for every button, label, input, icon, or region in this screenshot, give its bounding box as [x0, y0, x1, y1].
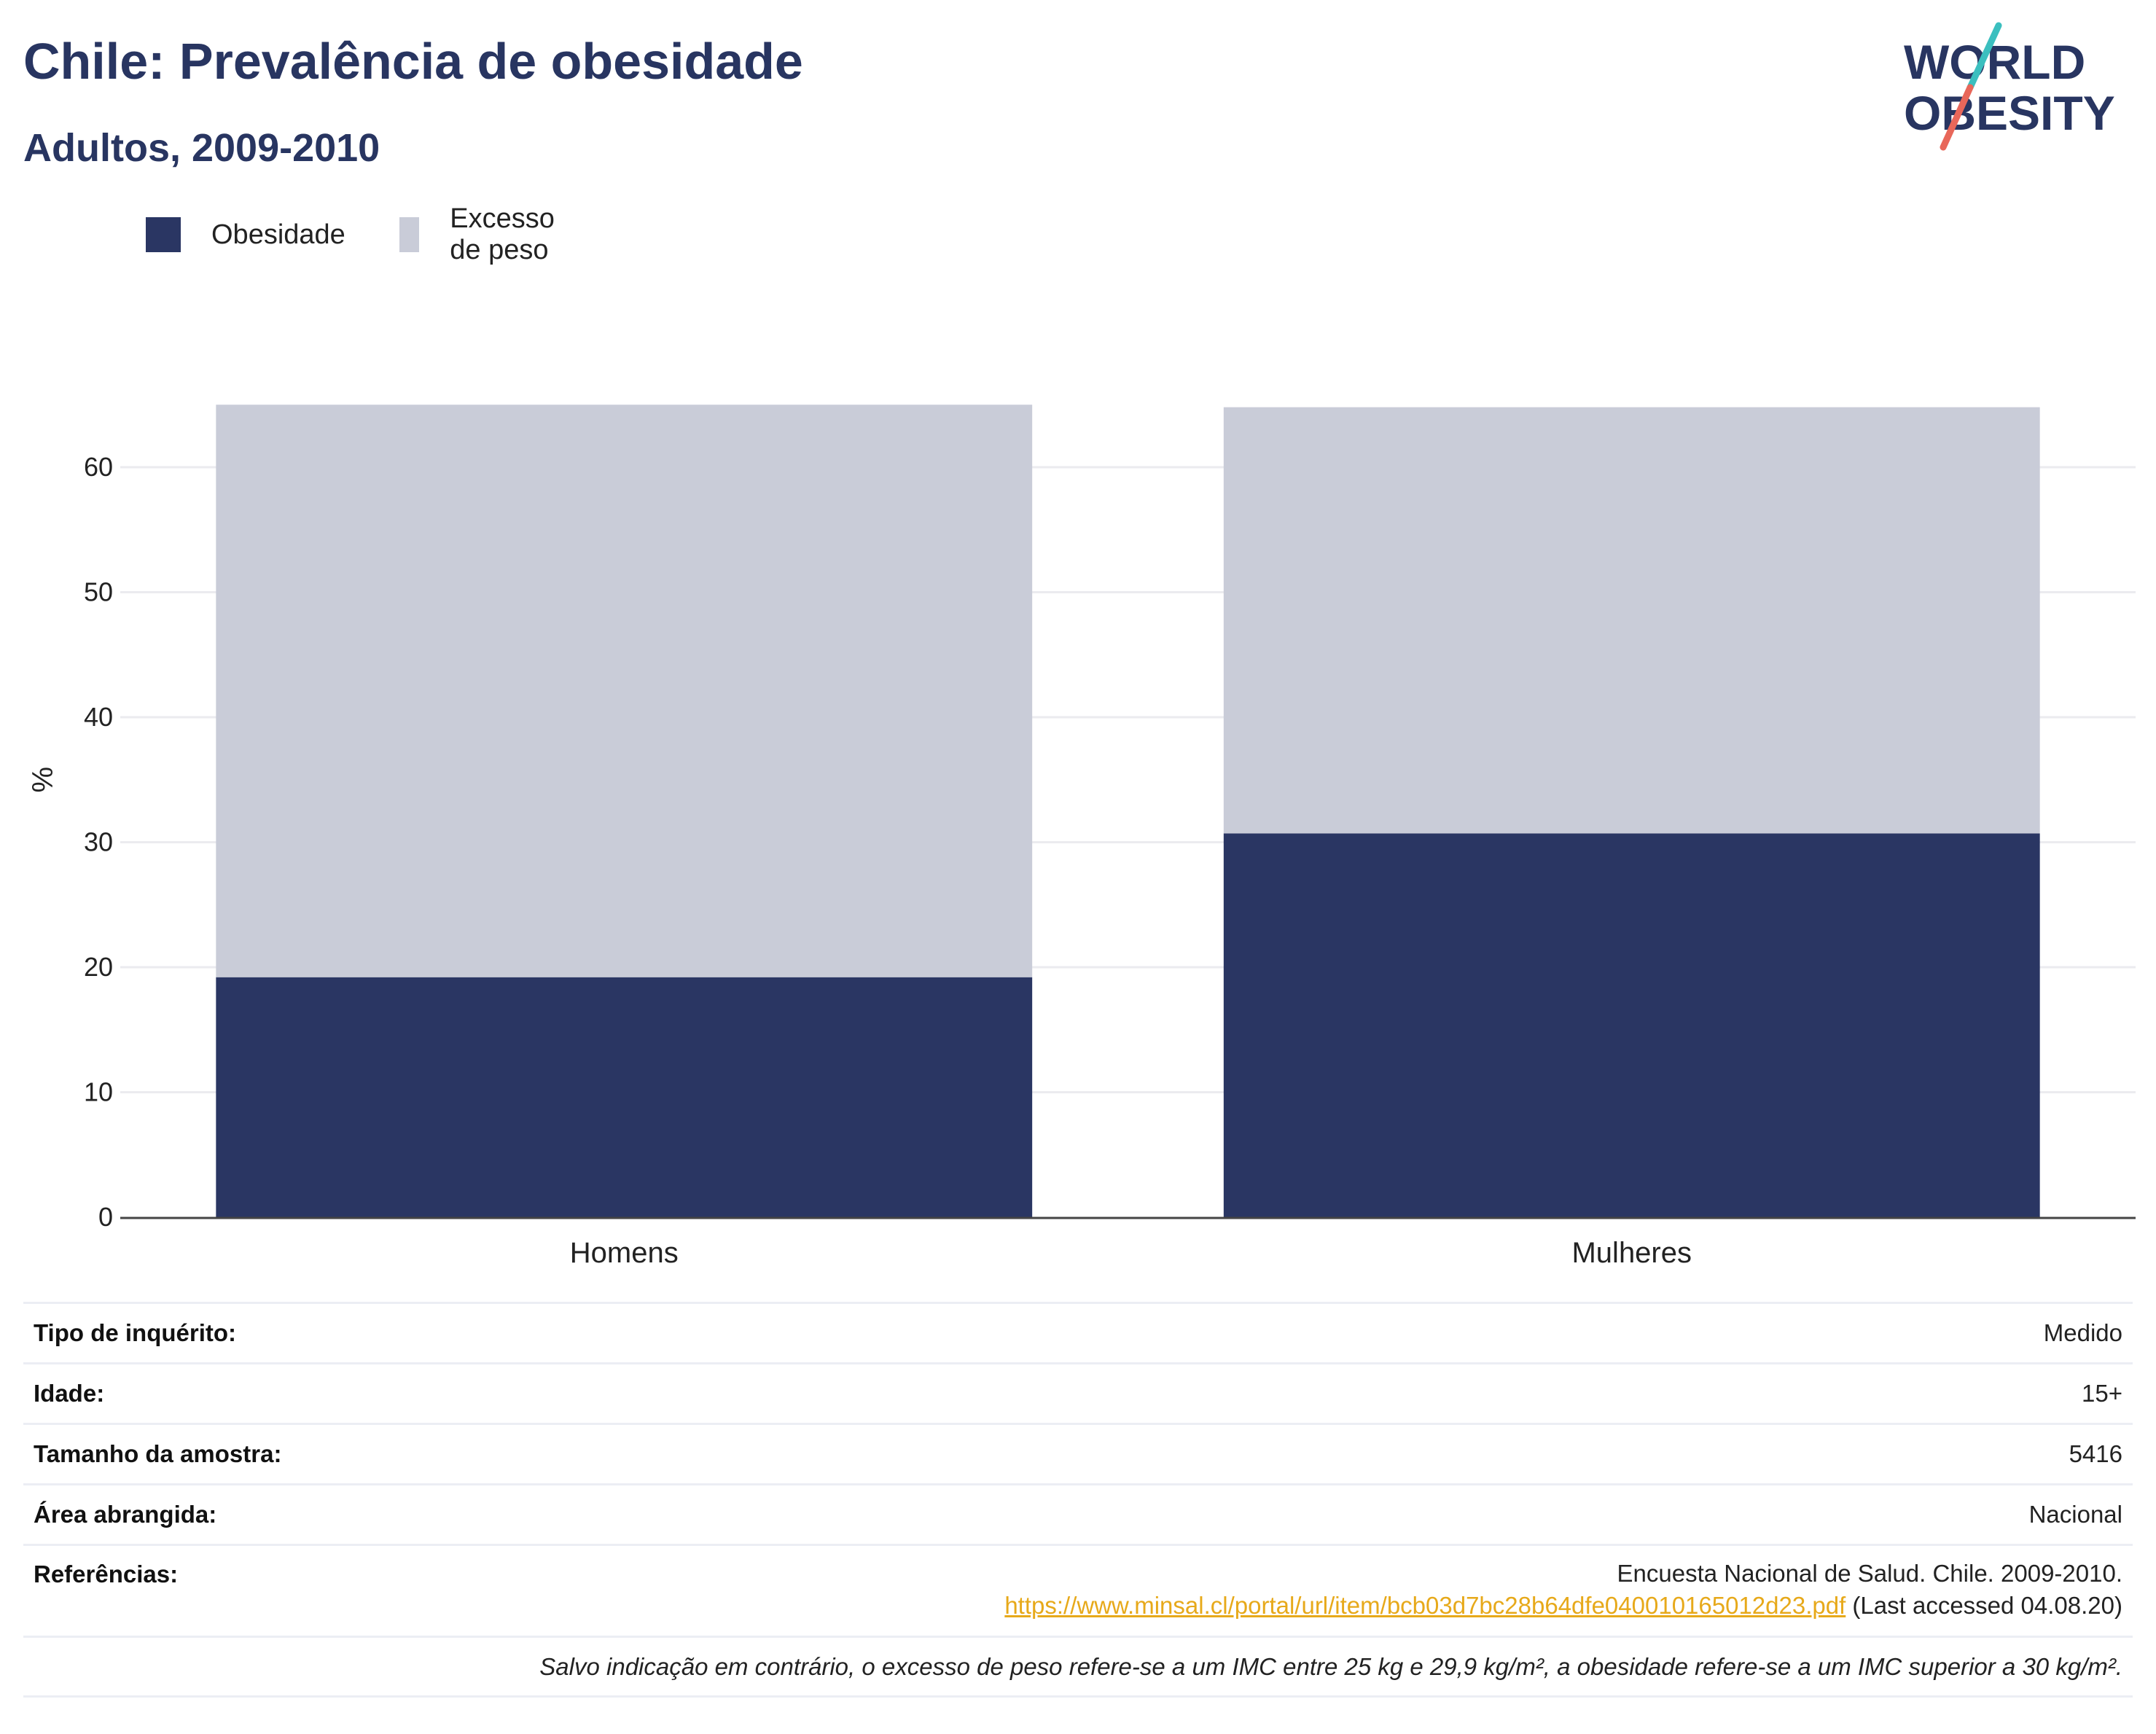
reference-text: Encuesta Nacional de Salud. Chile. 2009-… [1617, 1560, 2122, 1587]
bar-chart: 0 10 20 30 40 50 60% Homens Mulheres [27, 405, 2136, 1268]
info-label-references: Referências: [23, 1544, 292, 1637]
x-tick-label: Mulheres [1571, 1237, 1692, 1268]
definition-note: Salvo indicação em contrário, o excesso … [23, 1636, 2133, 1698]
legend-item-excesso-de-peso[interactable]: Excesso de peso [399, 203, 570, 265]
logo-slash-bottom [1940, 84, 1974, 151]
survey-info-table: Tipo de inquérito: Medido Idade: 15+ Tam… [23, 1302, 2133, 1698]
y-tick-label: 20 [84, 952, 113, 982]
legend-label-excesso-de-peso: Excesso de peso [450, 203, 555, 265]
y-tick-label: 30 [84, 827, 113, 857]
info-label-area: Área abrangida: [23, 1483, 292, 1545]
chart-subtitle: Adultos, 2009-2010 [23, 126, 380, 170]
info-row-area: Área abrangida: Nacional [23, 1483, 2133, 1545]
info-value-age: 15+ [292, 1362, 2133, 1424]
info-row-sample-size: Tamanho da amostra: 5416 [23, 1423, 2133, 1485]
y-tick-label: 50 [84, 577, 113, 607]
bar-obesidade [216, 977, 1033, 1217]
info-value-references: Encuesta Nacional de Salud. Chile. 2009-… [292, 1544, 2133, 1637]
info-value-survey-type: Medido [292, 1302, 2133, 1364]
info-row-age: Idade: 15+ [23, 1362, 2133, 1424]
reference-link[interactable]: https://www.minsal.cl/portal/url/item/bc… [1004, 1592, 1846, 1619]
legend-label-obesidade: Obesidade [211, 219, 345, 250]
logo-slash-top [1966, 22, 2002, 91]
world-obesity-logo: WORLD OBESITY [1904, 22, 2115, 151]
info-row-note: Salvo indicação em contrário, o excesso … [23, 1636, 2133, 1698]
chart-title: Chile: Prevalência de obesidade [23, 33, 803, 90]
bar-obesidade [1223, 833, 2040, 1217]
bar-excesso-de-peso [1223, 407, 2040, 834]
info-value-sample-size: 5416 [292, 1423, 2133, 1485]
y-tick-label: 0 [98, 1202, 113, 1232]
y-tick-label: 10 [84, 1077, 113, 1107]
info-value-area: Nacional [292, 1483, 2133, 1545]
y-axis-title: % [27, 767, 59, 793]
legend-swatch-obesidade [146, 217, 181, 252]
reference-access-note: (Last accessed 04.08.20) [1846, 1592, 2122, 1619]
logo-text-world: WORLD [1904, 35, 2085, 89]
legend-item-obesidade[interactable]: Obesidade [146, 216, 345, 254]
y-tick-label: 60 [84, 452, 113, 482]
info-label-survey-type: Tipo de inquérito: [23, 1302, 292, 1364]
logo-text-obesity: OBESITY [1904, 86, 2115, 140]
info-row-survey-type: Tipo de inquérito: Medido [23, 1302, 2133, 1364]
info-label-sample-size: Tamanho da amostra: [23, 1423, 292, 1485]
y-tick-label: 40 [84, 702, 113, 732]
info-row-references: Referências: Encuesta Nacional de Salud.… [23, 1544, 2133, 1637]
x-tick-label: Homens [570, 1237, 679, 1268]
legend-swatch-excesso-de-peso [399, 217, 420, 252]
bar-excesso-de-peso [216, 405, 1033, 977]
info-label-age: Idade: [23, 1362, 292, 1424]
